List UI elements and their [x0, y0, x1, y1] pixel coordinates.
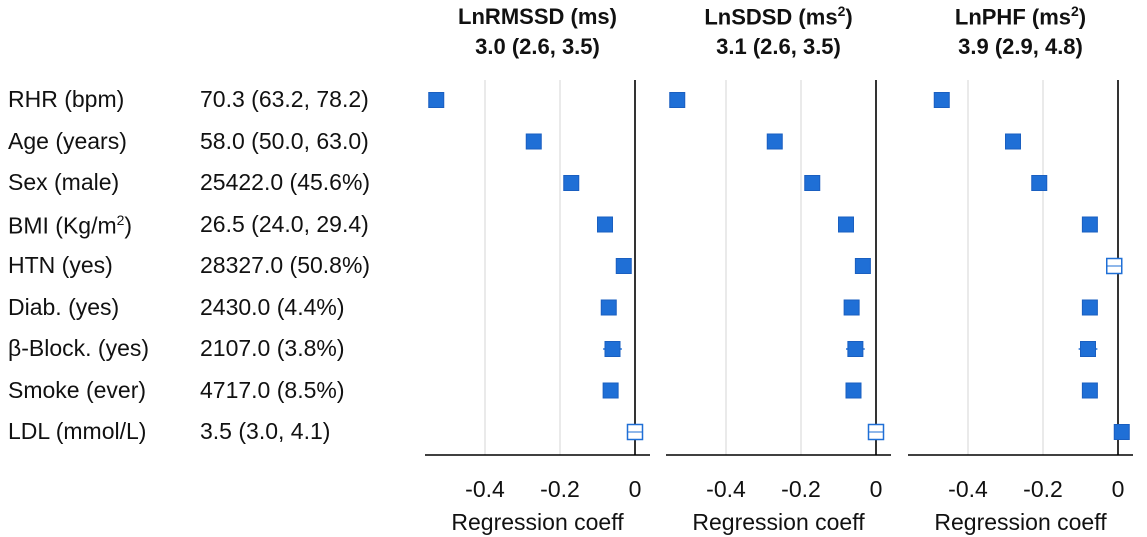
coefficient-marker	[1081, 299, 1098, 316]
covariate-label-superscript: 2	[116, 211, 125, 228]
x-tick-label: 0	[870, 476, 883, 502]
coefficient-marker	[847, 341, 864, 357]
panel-title-text: LnRMSSD (ms)	[458, 4, 617, 29]
coefficient-marker	[1113, 424, 1130, 440]
coefficient-marker	[1081, 216, 1098, 233]
panel-title: LnPHF (ms2) 3.9 (2.9, 4.8)	[955, 2, 1086, 62]
coefficient-marker	[602, 382, 619, 399]
panel-title-superscript: 2	[1071, 3, 1079, 19]
coefficient-marker	[597, 216, 613, 233]
x-tick-label: -0.2	[781, 476, 821, 502]
coefficient-marker	[525, 133, 542, 150]
coefficient-marker	[804, 175, 821, 191]
covariate-label-text: Diab. (yes)	[8, 293, 120, 320]
x-tick-label: -0.2	[540, 476, 580, 502]
covariate-summary-value: 3.5 (3.0, 4.1)	[200, 418, 331, 444]
panel-subtitle: 3.1 (2.6, 3.5)	[716, 34, 841, 60]
covariate-summary-value: 28327.0 (50.8%)	[200, 252, 371, 278]
covariate-label-text: Sex (male)	[8, 169, 120, 195]
covariate-label-text: RHR (bpm)	[8, 86, 125, 112]
covariate-summary-value: 58.0 (50.0, 63.0)	[200, 127, 369, 154]
coefficient-marker	[428, 92, 445, 108]
coefficient-marker	[563, 175, 580, 191]
coefficient-marker	[766, 133, 783, 150]
covariate-summary-value: 25422.0 (45.6%)	[200, 169, 371, 195]
covariate-label-text: Age (years)	[8, 127, 127, 154]
coefficient-marker	[854, 258, 871, 274]
covariate-label: RHR (bpm)	[8, 88, 124, 111]
coefficient-marker	[1080, 341, 1096, 357]
panel-subtitle: 3.0 (2.6, 3.5)	[475, 33, 600, 59]
covariate-summary-value: 2107.0 (3.8%)	[200, 335, 345, 361]
x-tick-label: -0.4	[465, 476, 505, 502]
coefficient-marker	[838, 216, 854, 233]
covariate-label-text: Smoke (ever)	[8, 376, 147, 403]
covariate-label: HTN (yes)	[8, 254, 113, 277]
x-tick-label: -0.4	[706, 476, 746, 502]
x-tick-label: -0.2	[1023, 476, 1063, 502]
covariate-summary-value: 4717.0 (8.5%)	[200, 376, 345, 403]
covariate-label-text: BMI (Kg/m	[8, 212, 117, 239]
coefficient-marker	[600, 299, 617, 316]
panel-title-text: LnSDSD (ms	[704, 4, 838, 30]
x-axis-label: Regression coeff	[692, 509, 865, 535]
x-axis-label: Regression coeff	[934, 509, 1107, 535]
panel-title-close-paren: )	[845, 4, 853, 30]
covariate-summary-value: 70.3 (63.2, 78.2)	[200, 86, 369, 112]
covariate-summary-value: 2430.0 (4.4%)	[200, 293, 345, 320]
covariate-label-text: β-Block. (yes)	[8, 335, 150, 361]
covariate-label-tail: )	[124, 212, 133, 239]
coefficient-marker	[845, 382, 862, 399]
covariate-label: Age (years)	[8, 127, 127, 154]
covariate-label: Diab. (yes)	[8, 293, 120, 320]
covariate-label: LDL (mmol/L)	[8, 420, 146, 443]
x-tick-label: -0.4	[948, 476, 988, 502]
panel-title-text: LnPHF (ms	[954, 4, 1071, 30]
covariate-label-text: LDL (mmol/L)	[8, 418, 147, 444]
coefficient-marker	[604, 341, 621, 357]
covariate-label: Smoke (ever)	[8, 376, 147, 403]
covariate-label: BMI (Kg/m2)	[8, 213, 132, 238]
coefficient-marker	[933, 92, 950, 108]
x-tick-label: 0	[629, 476, 642, 502]
coefficient-marker	[669, 92, 686, 108]
panel-subtitle: 3.9 (2.9, 4.8)	[958, 34, 1083, 60]
x-axis-label: Regression coeff	[451, 509, 624, 535]
coefficient-marker	[1081, 382, 1098, 399]
panel-title-close-paren: )	[1078, 4, 1087, 30]
panel-title: LnRMSSD (ms) 3.0 (2.6, 3.5)	[458, 2, 617, 61]
coefficient-marker	[843, 299, 860, 316]
covariate-label: Sex (male)	[8, 171, 119, 194]
coefficient-marker	[1031, 175, 1048, 191]
covariate-label: β-Block. (yes)	[8, 337, 149, 360]
panel-title-superscript: 2	[837, 3, 846, 19]
coefficient-marker	[615, 258, 632, 274]
panel-title: LnSDSD (ms2) 3.1 (2.6, 3.5)	[704, 2, 852, 62]
coefficient-marker	[1005, 133, 1021, 150]
x-tick-label: 0	[1112, 476, 1125, 502]
covariate-label-text: HTN (yes)	[8, 252, 113, 278]
covariate-summary-value: 26.5 (24.0, 29.4)	[200, 210, 369, 237]
